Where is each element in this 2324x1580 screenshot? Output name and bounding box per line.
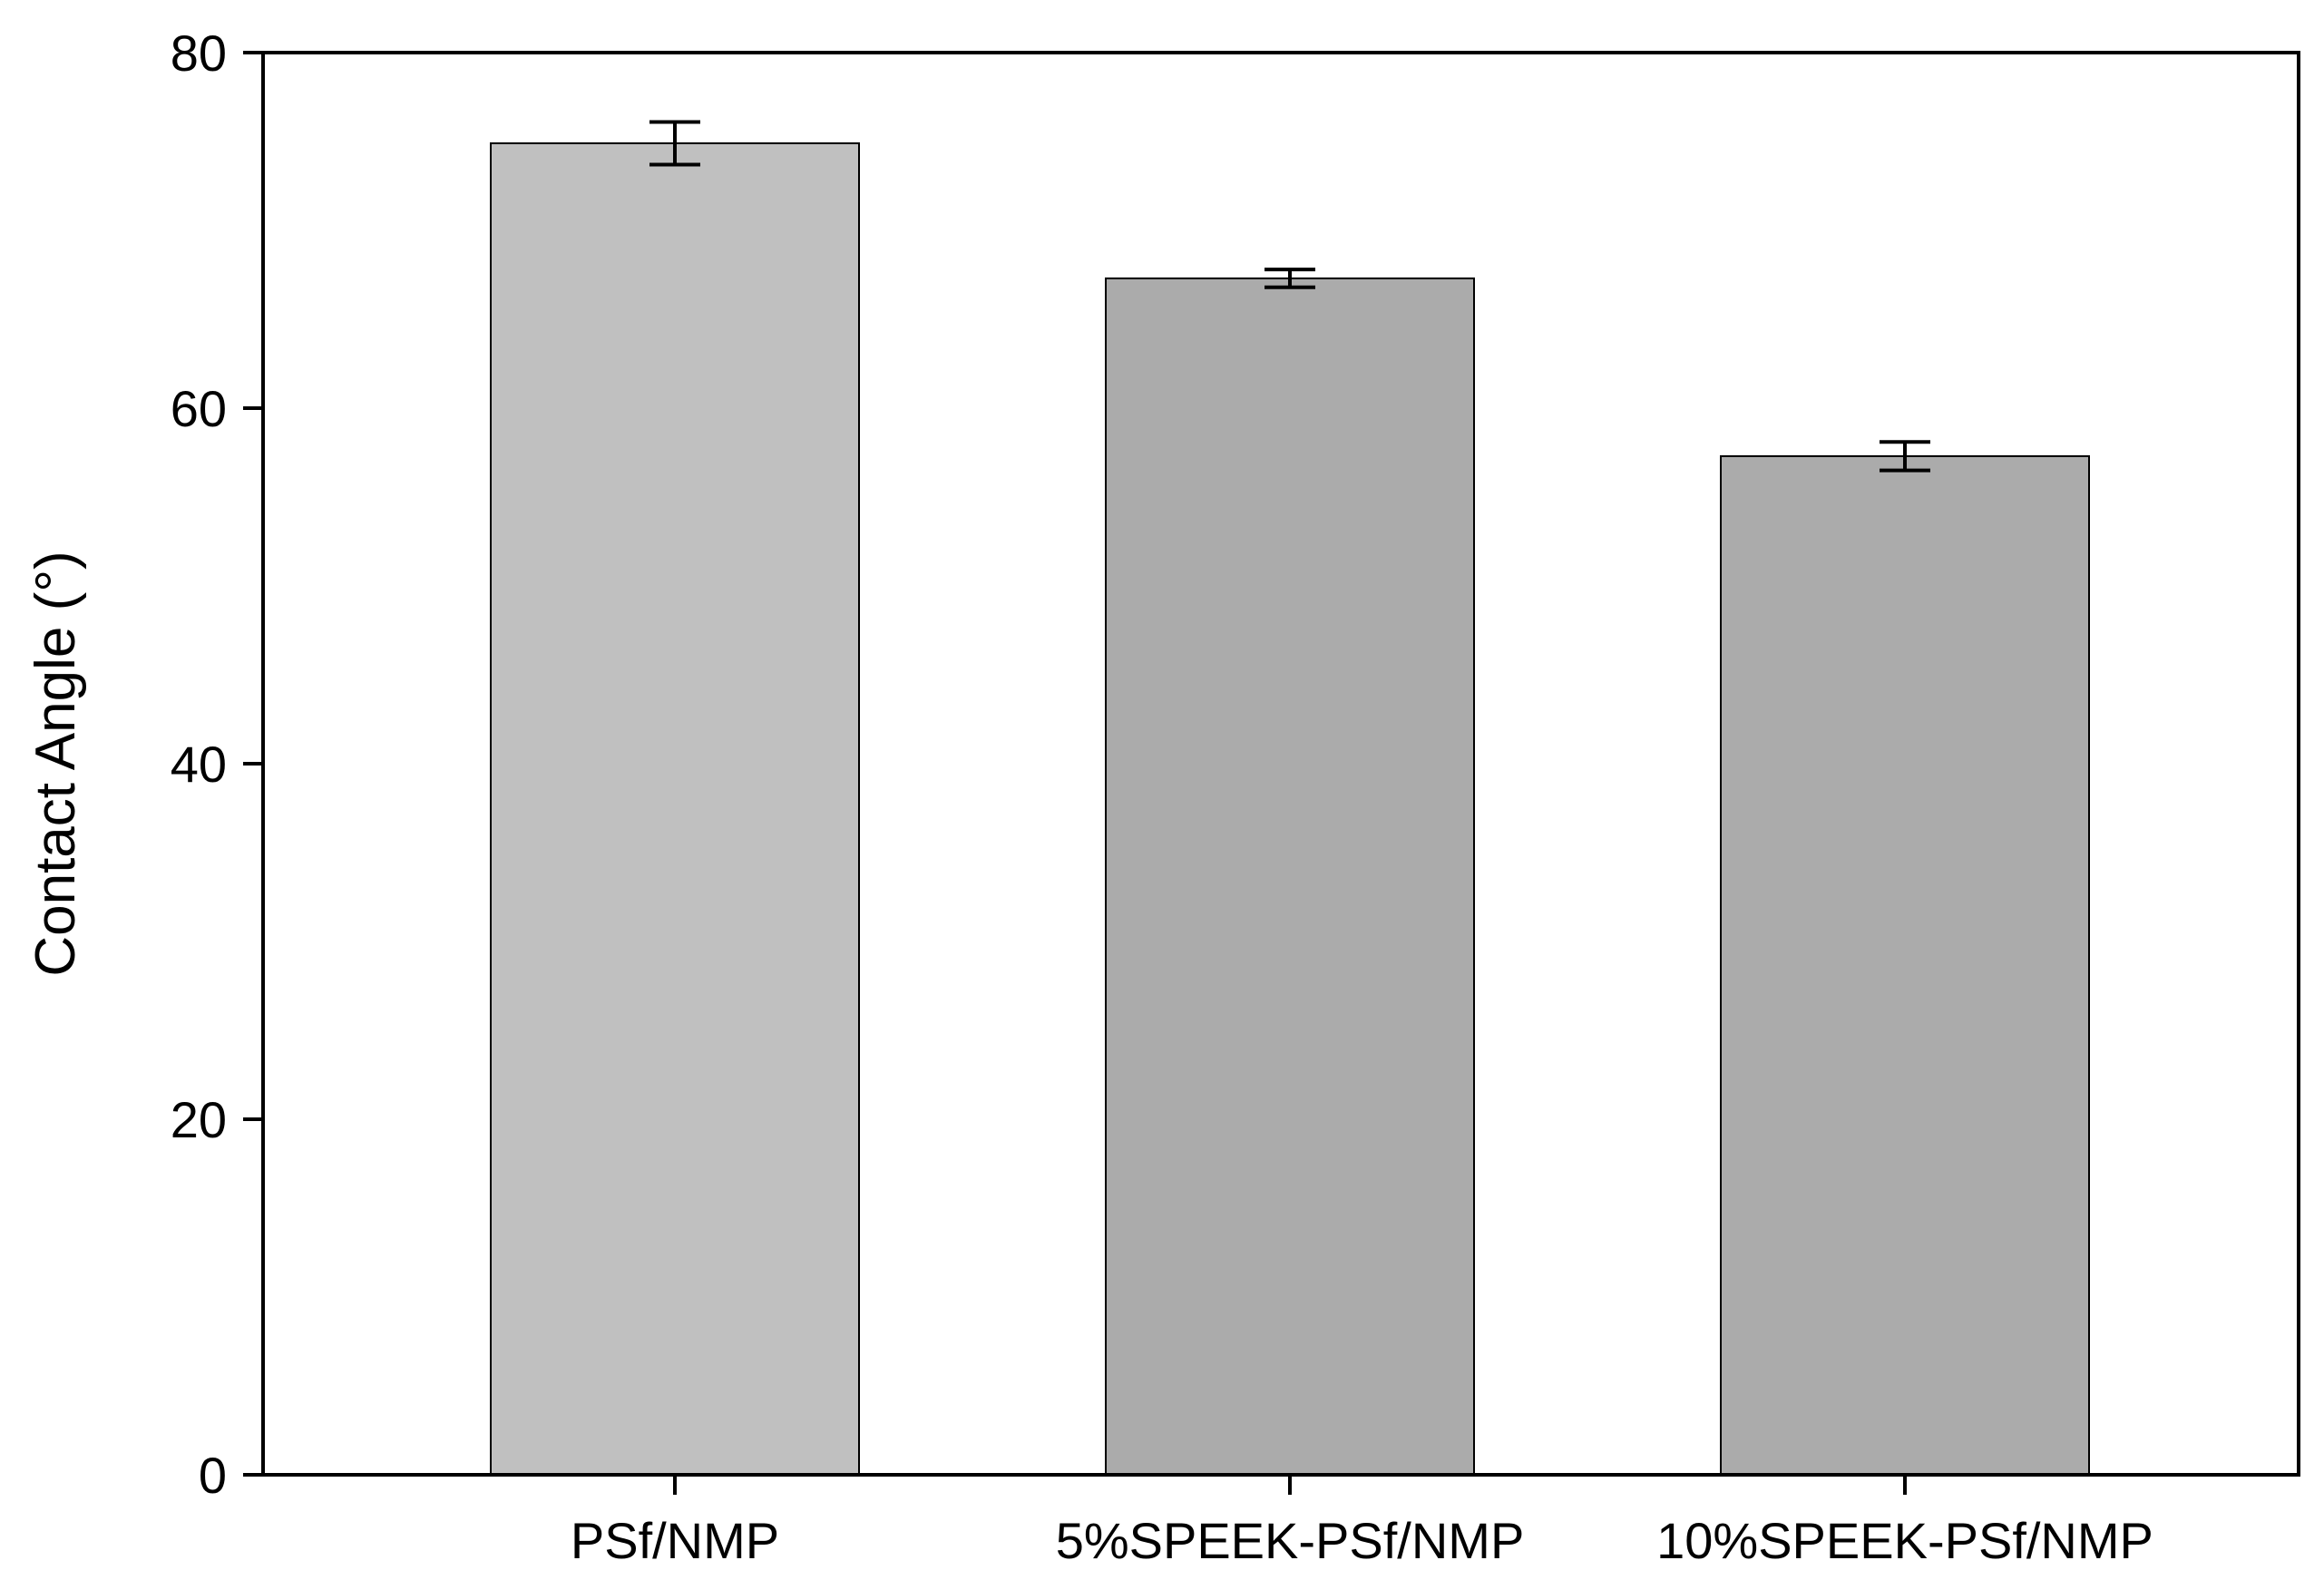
y-tick-label-40: 40	[171, 736, 227, 793]
y-axis-ticks: 0 20 40 60 80	[171, 24, 263, 1504]
error-bar-3	[1880, 440, 1930, 473]
x-tick-label-2: 5%SPEEK-PSf/NMP	[1056, 1512, 1525, 1569]
bar-3	[1720, 454, 2090, 1476]
error-bar-2	[1265, 268, 1315, 289]
y-axis-title: Contact Angle (°)	[24, 551, 87, 976]
y-tick-label-20: 20	[171, 1091, 227, 1148]
error-bar-1	[649, 120, 700, 167]
y-tick-label-80: 80	[171, 24, 227, 82]
x-axis-ticks: PSf/NMP 5%SPEEK-PSf/NMP 10%SPEEK-PSf/NMP	[571, 1475, 2153, 1569]
bar-1	[490, 141, 860, 1477]
x-tick-label-1: PSf/NMP	[571, 1512, 779, 1569]
y-tick-label-0: 0	[199, 1447, 227, 1504]
x-tick-label-3: 10%SPEEK-PSf/NMP	[1656, 1512, 2153, 1569]
y-tick-label-60: 60	[171, 380, 227, 437]
bars-group	[490, 141, 2090, 1477]
error-bars-group	[649, 120, 1930, 473]
bar-2	[1105, 277, 1475, 1476]
